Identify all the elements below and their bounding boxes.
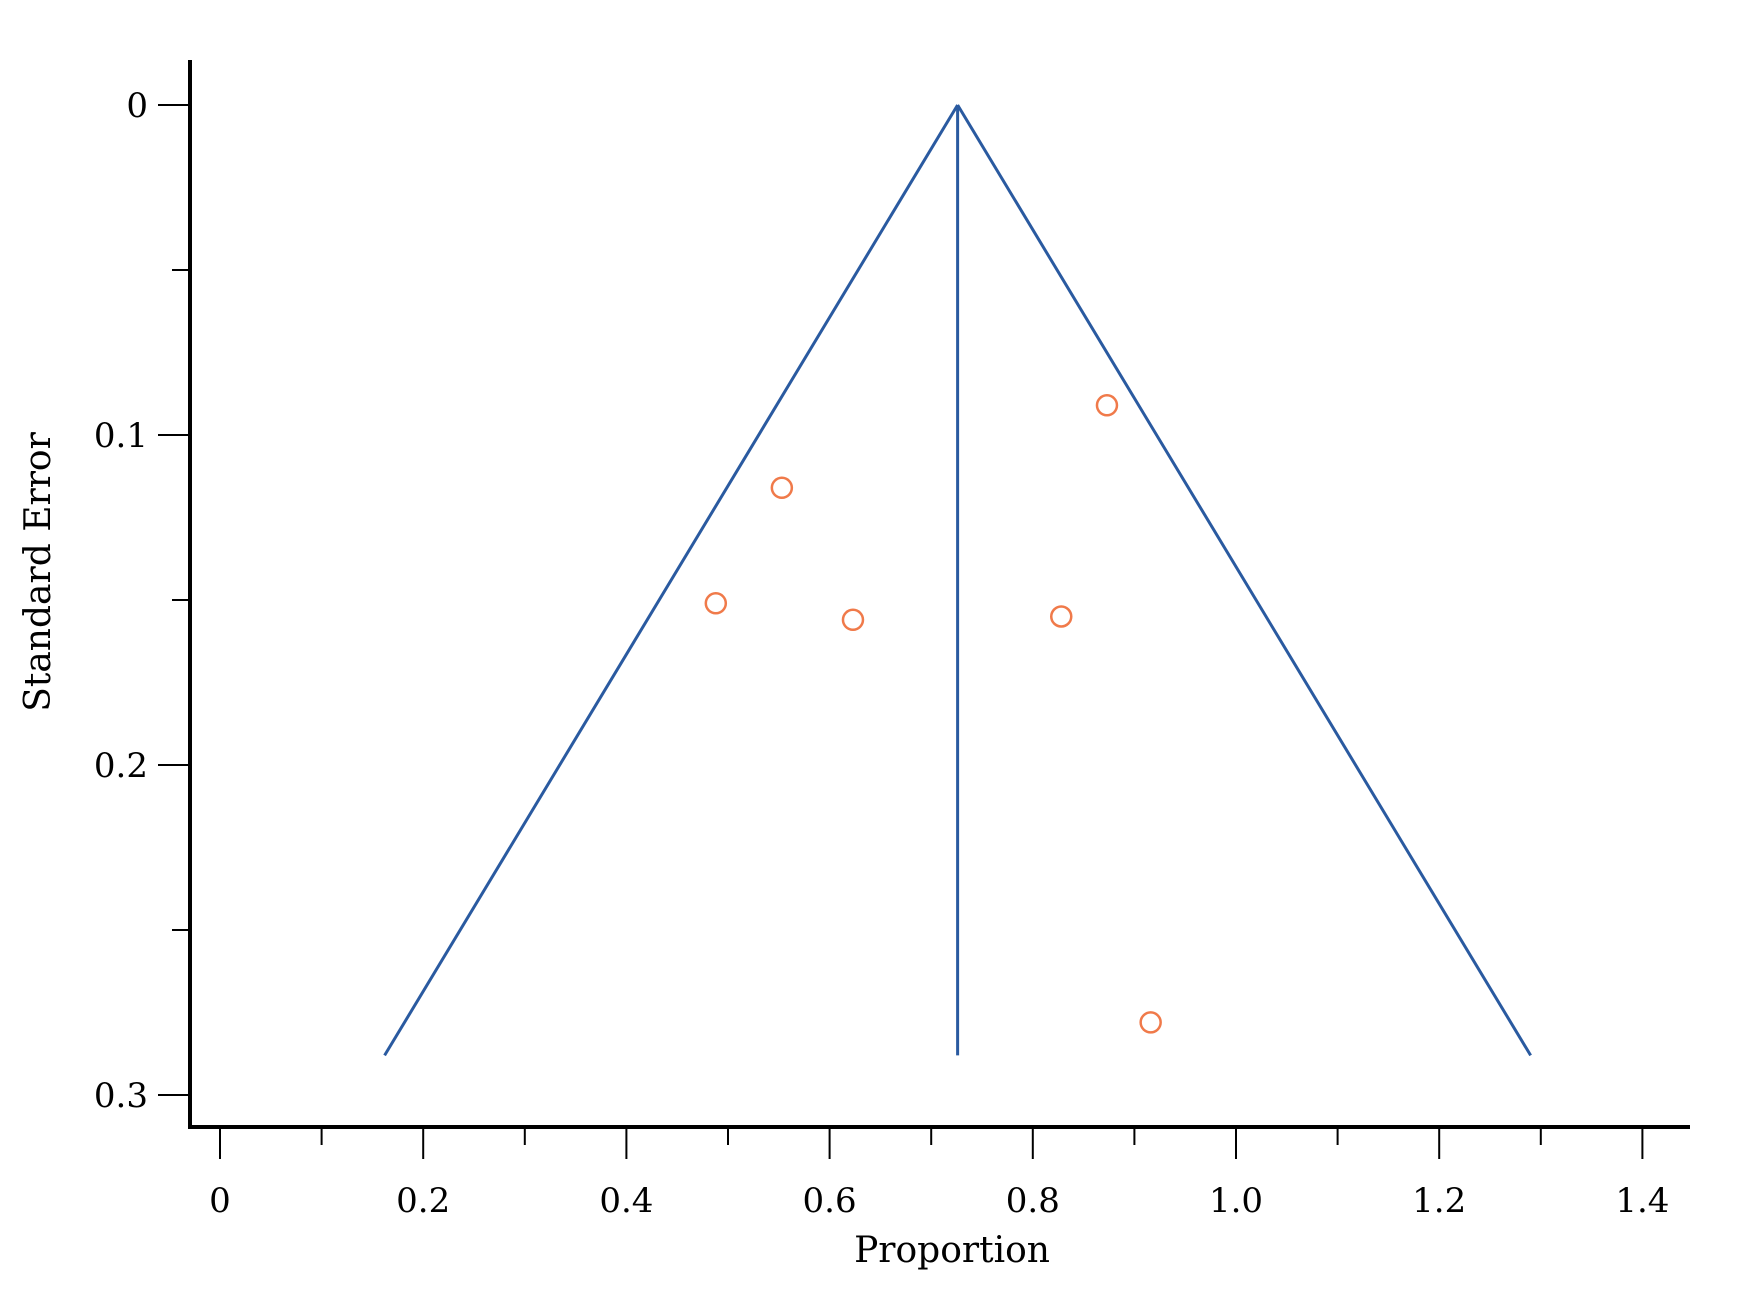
data-point [704,592,728,615]
ticks: 0 0.2 0.4 0.6 0.8 1.0 1.2 1.4 0 0.1 0.2 0.3 [94,86,1670,1221]
y-axis-title: Standard Error [18,431,59,711]
data-points [704,394,1162,1034]
x-tick-label: 0.4 [599,1181,653,1221]
data-point [1095,394,1119,417]
x-tick-label: 0.2 [396,1181,450,1221]
y-tick-label: 0 [126,86,148,126]
data-point [1049,605,1073,628]
x-tick-label: 0.8 [1006,1181,1060,1221]
x-tick-label: 1.2 [1412,1181,1466,1221]
funnel-left-boundary [383,104,959,1057]
y-tick-label: 0.3 [94,1076,148,1116]
x-tick-label: 0.6 [803,1181,857,1221]
axes [188,60,1690,1129]
y-tick-label: 0.2 [94,746,148,786]
funnel-lines [383,104,1532,1057]
data-point [770,476,794,500]
funnel-right-boundary [956,104,1532,1057]
data-point [841,608,865,632]
y-tick-label: 0.1 [94,416,148,456]
data-point [1139,1011,1162,1034]
x-tick-label: 1.0 [1209,1181,1263,1221]
x-tick-label: 1.4 [1615,1181,1669,1221]
x-axis-title: Proportion [854,1230,1050,1271]
x-tick-label: 0 [209,1181,231,1221]
